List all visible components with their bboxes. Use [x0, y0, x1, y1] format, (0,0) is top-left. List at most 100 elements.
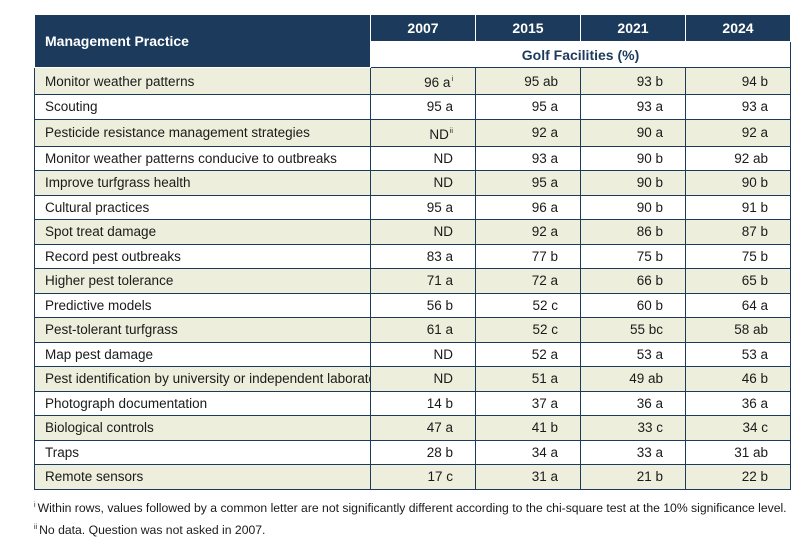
- row-label: Spot treat damage: [34, 219, 371, 245]
- cell-2021: 66 b: [580, 268, 686, 294]
- cell-2024: 36 a: [685, 390, 791, 416]
- cell-value: 47 a: [426, 420, 453, 436]
- cell-value: ND: [429, 126, 449, 142]
- cell-2015: 95 a: [475, 170, 581, 196]
- cell-value: 17 c: [427, 469, 453, 485]
- cell-value: 90 b: [741, 175, 768, 191]
- cell-value: 52 c: [532, 322, 558, 338]
- cell-value: 34 a: [531, 444, 558, 460]
- footnotes: i Within rows, values followed by a commo…: [34, 496, 796, 540]
- cell-2021: 86 b: [580, 219, 686, 245]
- cell-2007: ND: [370, 366, 476, 392]
- cell-2015: 96 a: [475, 194, 581, 220]
- table-row: Pesticide resistance management strategi…: [34, 118, 791, 147]
- row-label: Photograph documentation: [34, 390, 371, 416]
- cell-2021: 55 bc: [580, 317, 686, 343]
- cell-value: 33 a: [636, 444, 663, 460]
- cell-2024: 65 b: [685, 268, 791, 294]
- cell-2021: 53 a: [580, 341, 686, 367]
- cell-value: 61 a: [426, 322, 453, 338]
- footnote-1: i Within rows, values followed by a commo…: [34, 496, 796, 518]
- cell-2015: 31 a: [475, 464, 581, 490]
- cell-2024: 34 c: [685, 415, 791, 441]
- cell-2015: 52 c: [475, 317, 581, 343]
- cell-2024: 64 a: [685, 292, 791, 318]
- table-row: Pest identification by university or ind…: [34, 366, 791, 392]
- cell-value: 72 a: [531, 273, 558, 289]
- cell-2015: 93 a: [475, 145, 581, 171]
- header-year-2024: 2024: [685, 14, 791, 42]
- cell-value: 66 b: [636, 273, 663, 289]
- cell-2015: 52 a: [475, 341, 581, 367]
- cell-value: 33 c: [637, 420, 663, 436]
- row-label: Pest-tolerant turfgrass: [34, 317, 371, 343]
- table-row: Monitor weather patterns conducive to ou…: [34, 145, 791, 171]
- cell-2024: 31 ab: [685, 439, 791, 465]
- cell-value: 95 a: [426, 199, 453, 215]
- cell-2007: NDii: [370, 118, 476, 147]
- cell-value: 36 a: [636, 395, 663, 411]
- cell-2015: 37 a: [475, 390, 581, 416]
- cell-2015: 41 b: [475, 415, 581, 441]
- footnote-mark: i: [451, 76, 453, 83]
- cell-value: 21 b: [636, 469, 663, 485]
- header-row-years: Management Practice 2007 2015 2021 2024: [34, 14, 791, 68]
- cell-2015: 92 a: [475, 118, 581, 147]
- row-label: Cultural practices: [34, 194, 371, 220]
- header-year-2015: 2015: [475, 14, 581, 42]
- table-row: Predictive models 56 b 52 c 60 b 64 a: [34, 292, 791, 318]
- cell-2007: 96 ai: [370, 67, 476, 95]
- row-label: Monitor weather patterns conducive to ou…: [34, 145, 371, 171]
- cell-value: 93 b: [636, 73, 663, 89]
- footnote-1-mark: i: [34, 502, 36, 509]
- management-practice-table: Management Practice 2007 2015 2021 2024 …: [34, 14, 791, 490]
- cell-2007: 56 b: [370, 292, 476, 318]
- cell-2021: 33 c: [580, 415, 686, 441]
- cell-value: 14 b: [426, 395, 453, 411]
- cell-value: 96 a: [424, 75, 451, 90]
- table-row: Monitor weather patterns 96 ai 95 ab 93 b 94…: [34, 67, 791, 95]
- cell-value: 92 a: [741, 125, 768, 140]
- cell-2021: 36 a: [580, 390, 686, 416]
- header-management-practice: Management Practice: [34, 14, 371, 68]
- row-label: Monitor weather patterns: [34, 67, 371, 95]
- cell-value: 34 c: [742, 420, 768, 436]
- cell-2007: 47 a: [370, 415, 476, 441]
- cell-2015: 52 c: [475, 292, 581, 318]
- header-year-2021: 2021: [580, 14, 686, 42]
- table-row: Scouting 95 a 95 a 93 a 93 a: [34, 94, 791, 120]
- cell-2021: 93 a: [580, 94, 686, 120]
- cell-2015: 34 a: [475, 439, 581, 465]
- cell-value: 64 a: [741, 297, 768, 313]
- cell-2024: 87 b: [685, 219, 791, 245]
- cell-value: 94 b: [741, 73, 768, 89]
- cell-value: 52 a: [531, 346, 558, 362]
- cell-2024: 92 a: [685, 118, 791, 147]
- cell-value: 51 a: [531, 371, 558, 387]
- cell-value: 92 ab: [734, 150, 768, 166]
- cell-value: 95 ab: [524, 73, 558, 89]
- cell-value: 65 b: [741, 273, 768, 289]
- cell-2007: ND: [370, 170, 476, 196]
- footnote-2-text: No data. Question was not asked in 2007.: [39, 523, 266, 537]
- table-row: Remote sensors 17 c 31 a 21 b 22 b: [34, 464, 791, 490]
- cell-value: 91 b: [741, 199, 768, 215]
- table-row: Pest-tolerant turfgrass 61 a 52 c 55 bc 58 a…: [34, 317, 791, 343]
- cell-2007: 95 a: [370, 94, 476, 120]
- table-row: Map pest damage ND 52 a 53 a 53 a: [34, 341, 791, 367]
- table-row: Biological controls 47 a 41 b 33 c 34 c: [34, 415, 791, 441]
- cell-value: 90 b: [636, 150, 663, 166]
- cell-value: ND: [433, 175, 454, 191]
- cell-value: ND: [433, 224, 454, 240]
- cell-2015: 95 ab: [475, 67, 581, 95]
- header-row-subheader: Golf Facilities (%): [35, 41, 791, 68]
- cell-value: 37 a: [531, 395, 558, 411]
- table-body: Monitor weather patterns 96 ai 95 ab 93 b 94…: [34, 67, 791, 490]
- table-row: Photograph documentation 14 b 37 a 36 a 36 a: [34, 390, 791, 416]
- cell-2021: 90 b: [580, 145, 686, 171]
- cell-value: 95 a: [426, 99, 453, 115]
- cell-2024: 53 a: [685, 341, 791, 367]
- cell-value: 90 b: [636, 199, 663, 215]
- cell-value: 95 a: [531, 99, 558, 115]
- cell-value: 92 a: [531, 224, 558, 240]
